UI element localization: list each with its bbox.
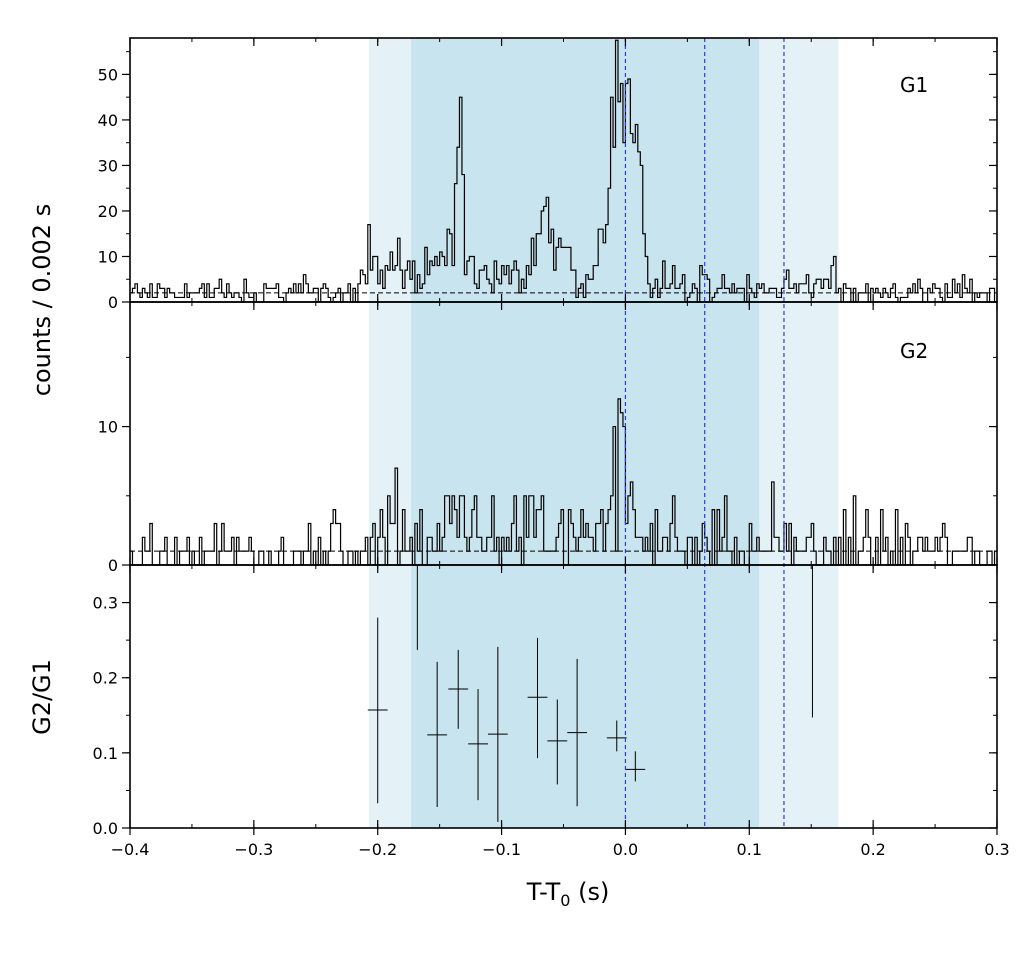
x-axis-title-subscript: 0 (560, 891, 570, 910)
x-tick-label: −0.4 (111, 840, 150, 859)
x-tick-label: 0.0 (613, 840, 638, 859)
y-tick-label: 50 (98, 65, 118, 84)
x-tick-label: 0.2 (860, 840, 885, 859)
y-tick-label: 0 (108, 556, 118, 575)
y-axis-title-ratio: G2/G1 (28, 659, 56, 735)
x-axis-title-unit: (s) (570, 878, 609, 906)
x-tick-label: −0.2 (358, 840, 397, 859)
y-tick-label: 10 (98, 247, 118, 266)
vertical-marker-lines (624, 38, 785, 828)
y-tick-label: 0.2 (93, 669, 118, 688)
panel-tag-g1: G1 (900, 73, 928, 97)
axis-ticks: −0.4 −0.3 −0.2 −0.1 0.0 0.1 0.2 0.3 0 10 20 30 40 50 0… (93, 38, 1010, 859)
x-tick-label: 0.3 (984, 840, 1009, 859)
x-axis-title-main: T-T (526, 878, 561, 906)
y-tick-label: 40 (98, 111, 118, 130)
shaded-interval-1 (411, 38, 760, 828)
x-axis-title: T-T0 (s) (526, 878, 610, 910)
y-tick-label: 20 (98, 202, 118, 221)
y-tick-label: 10 (98, 418, 118, 437)
y-tick-label: 30 (98, 156, 118, 175)
y-axis-title-counts: counts / 0.002 s (28, 204, 56, 396)
panel-tag-g2: G2 (900, 339, 928, 363)
x-tick-label: −0.1 (482, 840, 521, 859)
y-tick-label: 0.1 (93, 744, 118, 763)
shaded-intervals (369, 38, 839, 828)
x-tick-label: 0.1 (737, 840, 762, 859)
y-tick-label: 0 (108, 293, 118, 312)
x-tick-label: −0.3 (234, 840, 273, 859)
y-tick-label: 0.0 (93, 819, 118, 838)
y-tick-label: 0.3 (93, 594, 118, 613)
